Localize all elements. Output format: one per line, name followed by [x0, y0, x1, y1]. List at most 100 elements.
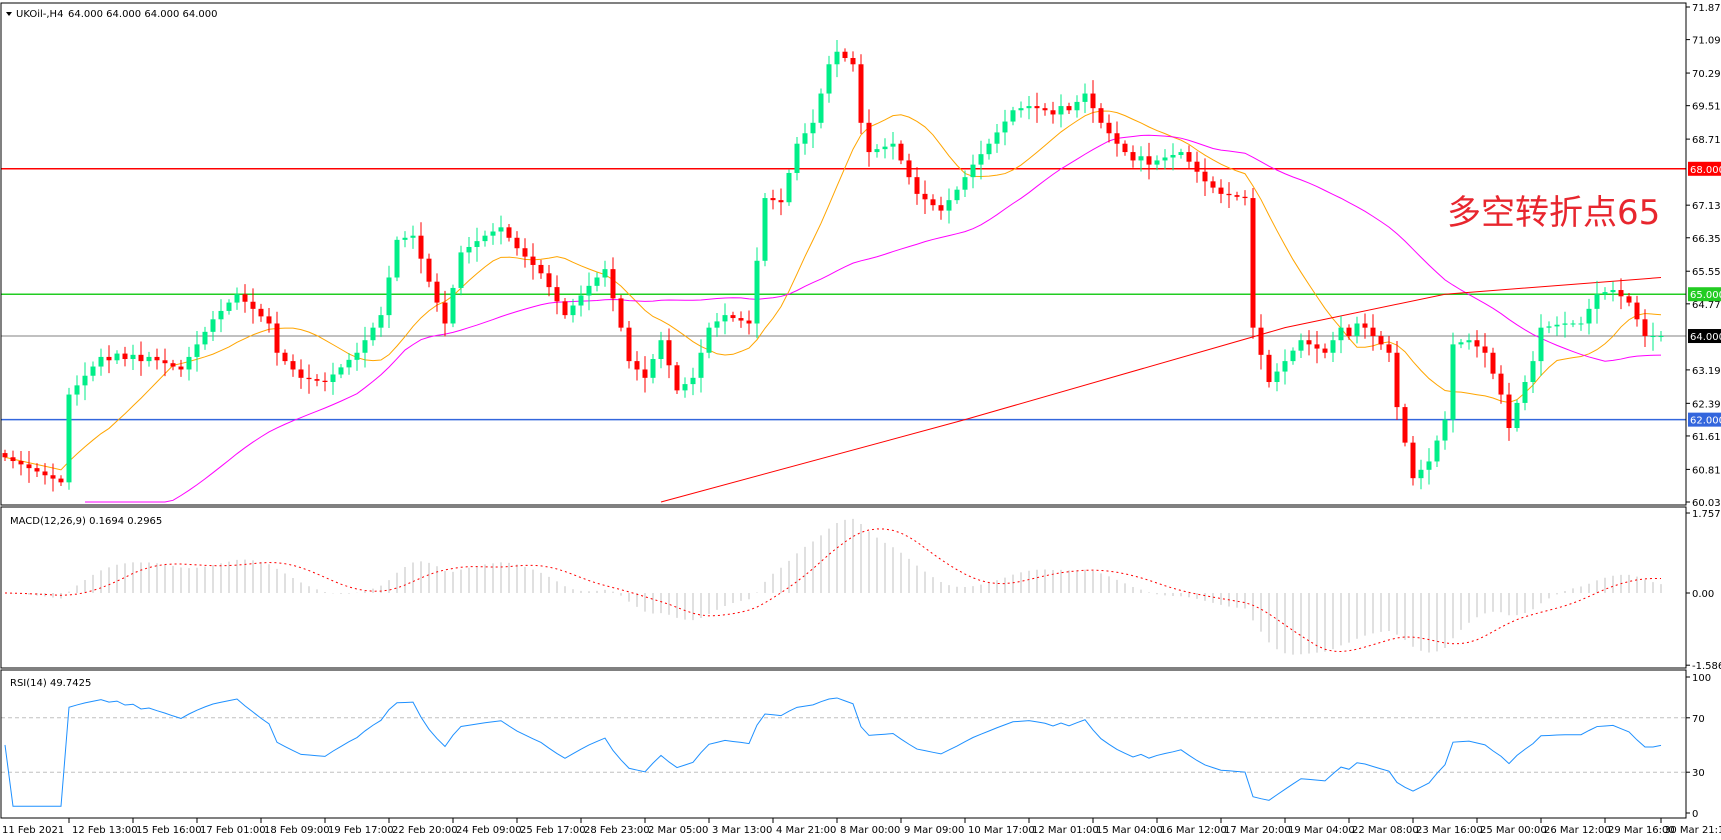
- candle-bull: [1058, 106, 1064, 115]
- candle-bull: [1458, 342, 1464, 345]
- candle-bull: [186, 356, 192, 370]
- candle-bear: [178, 366, 184, 370]
- candle-bear: [850, 58, 856, 65]
- price-tick-label: 65.550: [1692, 267, 1721, 278]
- time-tick-label: 18 Feb 09:00: [264, 825, 330, 836]
- candle-bear: [1042, 108, 1048, 111]
- candle-bear: [906, 160, 912, 178]
- time-tick-label: 17 Feb 01:00: [200, 825, 266, 836]
- candle-bear: [514, 237, 520, 249]
- candle-bull: [882, 146, 888, 150]
- candle-bull: [1178, 152, 1184, 155]
- candle-bear: [1226, 193, 1232, 196]
- candle-bull: [690, 377, 696, 385]
- candle-bear: [562, 301, 568, 316]
- candle-bear: [898, 143, 904, 161]
- macd-panel[interactable]: [4, 518, 1662, 655]
- candle-bear: [1194, 161, 1200, 172]
- candle-bear: [770, 198, 776, 201]
- candle-bull: [1466, 340, 1472, 343]
- time-tick-label: 22 Mar 08:00: [1352, 825, 1419, 836]
- candle-bear: [154, 356, 160, 361]
- candle-bear: [26, 464, 32, 469]
- candle-bear: [138, 354, 144, 362]
- candle-bear: [282, 352, 288, 362]
- price-tick-label: 67.130: [1692, 201, 1721, 212]
- ma-fast-line: [4, 110, 1662, 471]
- time-tick-label: 10 Mar 17:00: [968, 825, 1035, 836]
- candle-bull: [810, 122, 816, 134]
- candle-bear: [1186, 152, 1192, 162]
- candle-bull: [1330, 340, 1336, 353]
- candle-bull: [826, 64, 832, 94]
- candle-bull: [194, 344, 200, 357]
- rsi-panel[interactable]: [1, 697, 1686, 807]
- candle-bull: [1546, 326, 1552, 328]
- candle-bull: [794, 143, 800, 173]
- time-tick-label: 25 Feb 17:00: [520, 825, 586, 836]
- candle-bull: [354, 352, 360, 360]
- time-tick-label: 9 Mar 09:00: [904, 825, 964, 836]
- candle-bull: [1290, 350, 1296, 362]
- candle-bear: [1250, 198, 1256, 328]
- price-panel[interactable]: [1, 40, 1686, 503]
- rsi-tick-label: 30: [1692, 768, 1705, 779]
- time-tick-label: 22 Feb 20:00: [392, 825, 458, 836]
- candle-bull: [818, 93, 824, 123]
- candle-bear: [442, 302, 448, 324]
- price-line-label: 68.000: [1690, 165, 1721, 176]
- candle-bull: [650, 359, 656, 378]
- time-tick-label: 2 Mar 05:00: [648, 825, 708, 836]
- candle-bear: [42, 471, 48, 476]
- candle-bull: [602, 269, 608, 278]
- candle-bear: [1050, 110, 1056, 115]
- candle-bull: [706, 327, 712, 353]
- candle-bear: [266, 316, 272, 324]
- candle-bull: [1170, 154, 1176, 158]
- candle-bear: [1482, 346, 1488, 353]
- price-tick-label: 64.770: [1692, 300, 1721, 311]
- candle-bull: [146, 356, 152, 362]
- rsi-line: [4, 697, 1662, 807]
- time-tick-label: 23 Mar 16:00: [1416, 825, 1483, 836]
- candle-bear: [634, 361, 640, 370]
- candle-bull: [202, 331, 208, 345]
- macd-panel-border: [0, 506, 1687, 669]
- candle-bull: [1138, 156, 1144, 161]
- candle-bear: [1202, 171, 1208, 182]
- dropdown-triangle-icon[interactable]: [6, 12, 12, 16]
- candle-bull: [1530, 361, 1536, 383]
- price-tick-label: 71.090: [1692, 36, 1721, 47]
- candle-bull: [1578, 323, 1584, 325]
- candle-bear: [858, 64, 864, 123]
- candle-bull: [834, 51, 840, 65]
- candle-bull: [114, 353, 120, 361]
- candle-bull: [1434, 440, 1440, 462]
- candle-bull: [1418, 469, 1424, 479]
- candle-bull: [130, 354, 136, 360]
- candle-bear: [1146, 156, 1152, 165]
- candle-bull: [890, 143, 896, 147]
- rsi-tick-label: 100: [1692, 673, 1711, 684]
- candle-bull: [1074, 101, 1080, 111]
- ohlc-label: 64.000 64.000 64.000 64.000: [68, 9, 218, 20]
- candle-bear: [1114, 133, 1120, 144]
- candle-bear: [610, 269, 616, 299]
- candle-bull: [234, 294, 240, 303]
- candle-bull: [490, 231, 496, 236]
- candle-bear: [546, 273, 552, 288]
- candle-bear: [1122, 143, 1128, 153]
- time-tick-label: 15 Mar 04:00: [1096, 825, 1163, 836]
- candle-bull: [82, 375, 88, 386]
- rsi-tick-label: 0: [1692, 809, 1698, 820]
- candle-bear: [738, 318, 744, 321]
- candle-bear: [426, 258, 432, 282]
- candle-bear: [1106, 122, 1112, 134]
- candle-bear: [538, 264, 544, 274]
- time-tick-label: 12 Mar 01:00: [1032, 825, 1099, 836]
- candle-bull: [370, 327, 376, 341]
- candle-bear: [1130, 152, 1136, 161]
- candle-bear: [290, 361, 296, 370]
